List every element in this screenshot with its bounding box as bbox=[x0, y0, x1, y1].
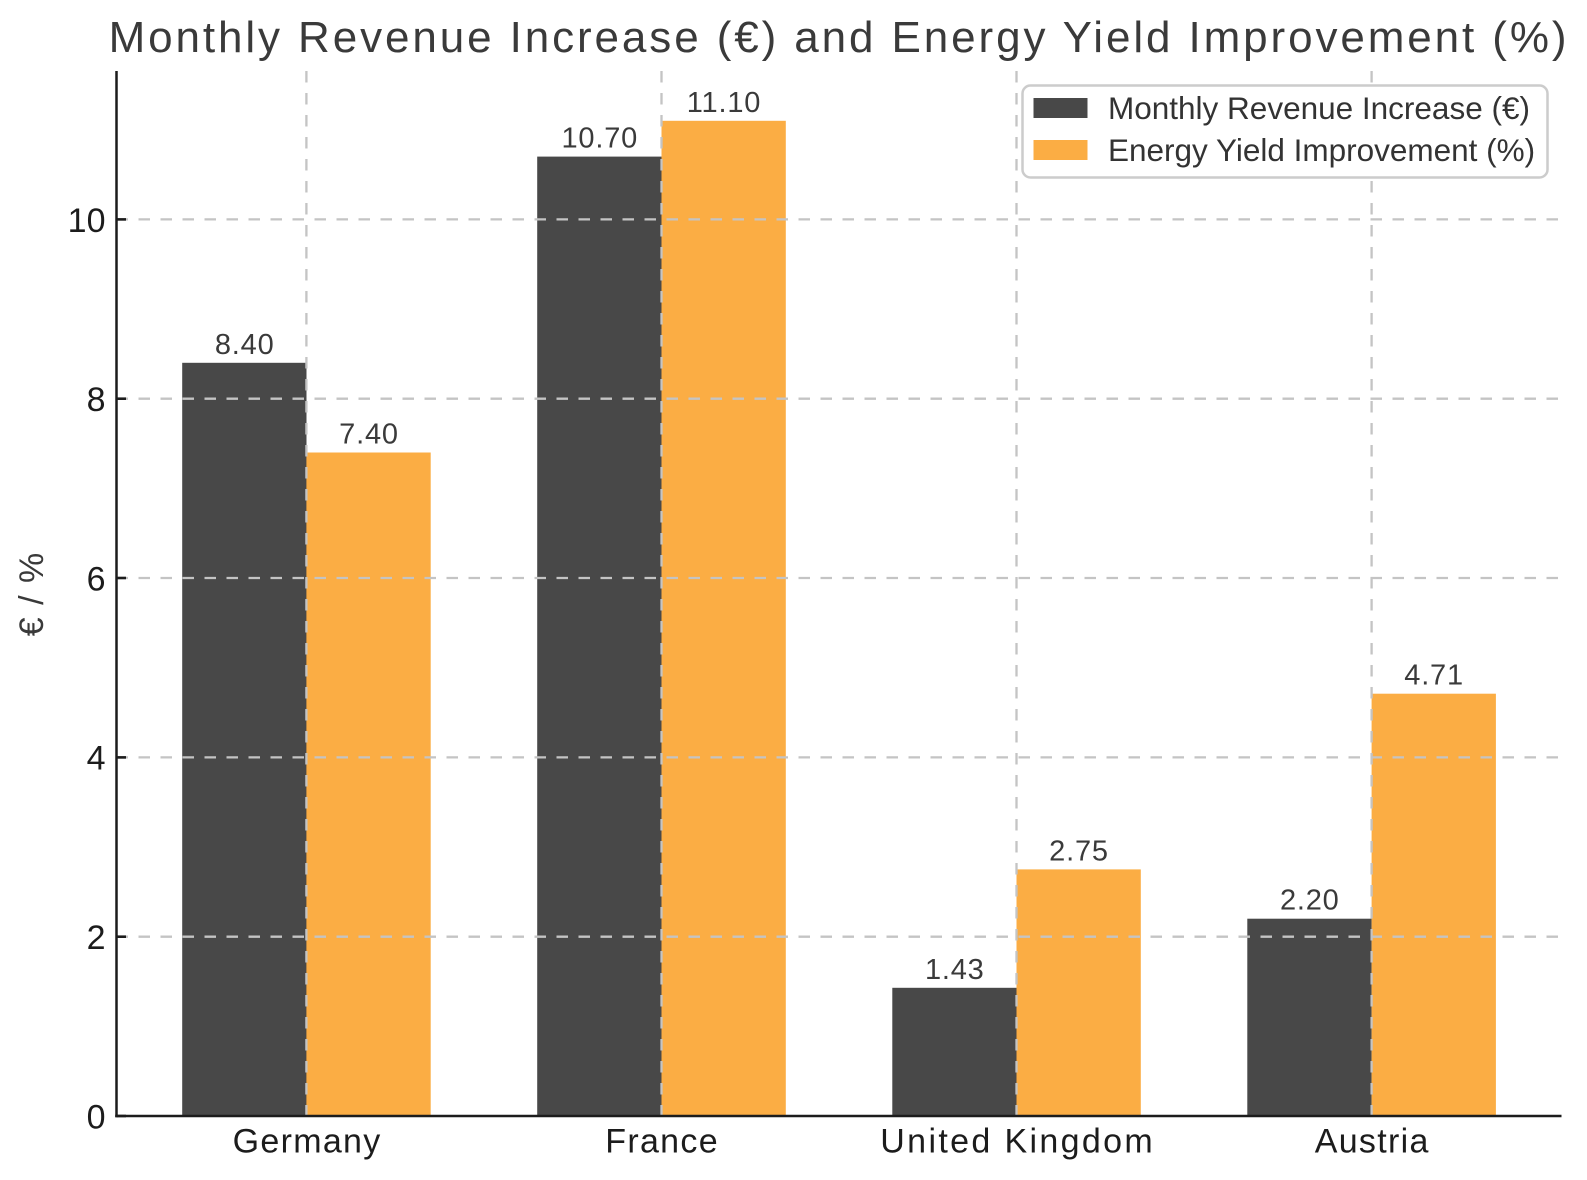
svg-text:Austria: Austria bbox=[1315, 1122, 1430, 1160]
svg-text:0: 0 bbox=[87, 1098, 106, 1136]
svg-text:8: 8 bbox=[87, 381, 106, 419]
svg-text:10: 10 bbox=[68, 202, 106, 240]
svg-text:6: 6 bbox=[87, 560, 106, 598]
svg-text:4: 4 bbox=[87, 740, 106, 778]
svg-text:2: 2 bbox=[87, 919, 106, 957]
svg-text:2.20: 2.20 bbox=[1280, 885, 1340, 917]
svg-text:8.40: 8.40 bbox=[215, 329, 275, 361]
svg-text:11.10: 11.10 bbox=[687, 87, 761, 119]
svg-text:Energy Yield Improvement (%): Energy Yield Improvement (%) bbox=[1108, 132, 1535, 168]
svg-text:Monthly Revenue Increase (€) a: Monthly Revenue Increase (€) and Energy … bbox=[109, 13, 1570, 62]
svg-text:4.71: 4.71 bbox=[1404, 660, 1464, 692]
svg-text:7.40: 7.40 bbox=[339, 419, 399, 451]
svg-text:Monthly Revenue Increase (€): Monthly Revenue Increase (€) bbox=[1108, 90, 1530, 126]
svg-text:€ / %: € / % bbox=[13, 551, 51, 636]
svg-text:1.43: 1.43 bbox=[925, 954, 985, 986]
svg-text:France: France bbox=[605, 1122, 719, 1160]
svg-text:Germany: Germany bbox=[233, 1122, 382, 1160]
svg-text:2.75: 2.75 bbox=[1049, 835, 1109, 867]
svg-text:10.70: 10.70 bbox=[562, 123, 639, 155]
svg-text:United Kingdom: United Kingdom bbox=[880, 1122, 1155, 1160]
